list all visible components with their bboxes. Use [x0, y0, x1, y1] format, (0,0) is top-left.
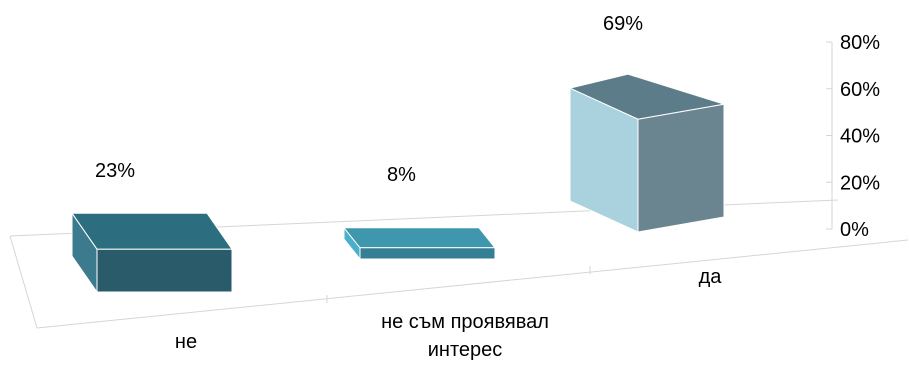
y-tick-label: 0%	[840, 219, 869, 241]
data-label-1: 8%	[387, 164, 416, 186]
bar-0	[96, 248, 233, 293]
data-label-0: 23%	[95, 160, 135, 182]
bar-1	[359, 247, 496, 260]
bars	[71, 73, 725, 294]
floor-left-edge	[9, 235, 38, 329]
bar-top-1	[342, 227, 497, 249]
bar-side-2	[637, 103, 725, 233]
x-tick-label: интерес	[428, 339, 503, 361]
x-tick-label: да	[699, 266, 723, 288]
x-tick-label: не	[175, 331, 197, 353]
y-tick-label: 20%	[840, 172, 880, 194]
y-tick-label: 40%	[840, 126, 880, 148]
floor-front-edge	[36, 239, 909, 329]
y-axis: 0% 20% 40% 60% 80%	[826, 32, 880, 241]
x-axis: не не съм проявявал интерес да	[175, 266, 722, 361]
bar-top-0	[71, 212, 233, 250]
y-tick-label: 60%	[840, 79, 880, 101]
data-label-2: 69%	[603, 13, 643, 35]
y-tick-label: 80%	[840, 32, 880, 54]
x-tick-label: не съм проявявал	[381, 311, 549, 333]
bar-2	[569, 87, 639, 233]
data-labels: 23% 8% 69%	[95, 13, 643, 186]
